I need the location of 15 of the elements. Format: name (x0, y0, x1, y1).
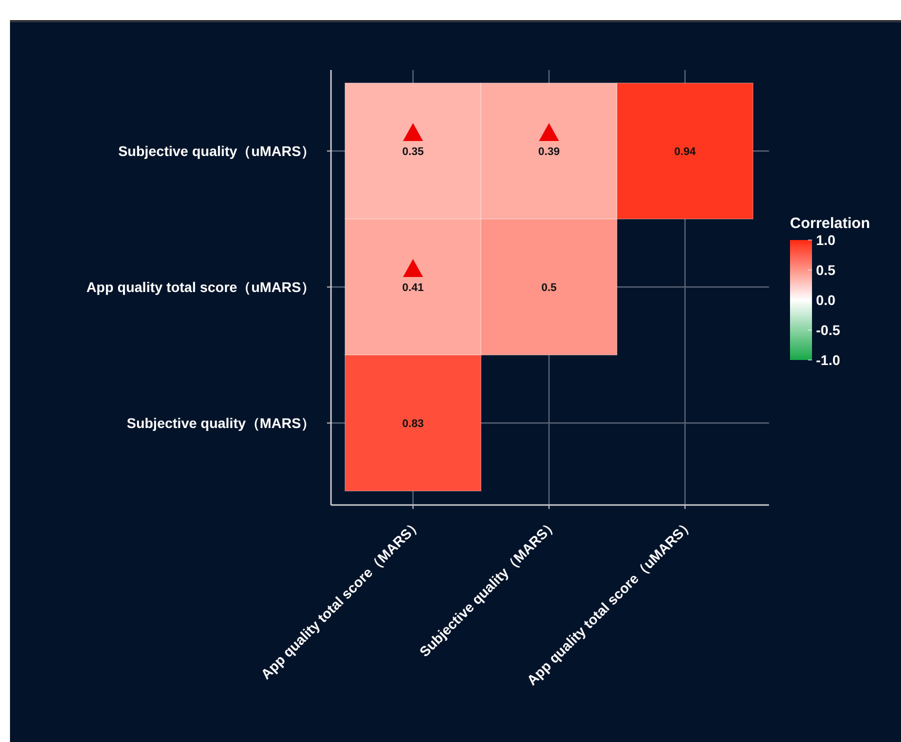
y-tick-label: Subjective quality（uMARS） (118, 142, 315, 159)
y-tick-label: App quality total score（uMARS） (86, 278, 315, 295)
color-bar-label: -0.5 (816, 322, 840, 338)
data-label: 0.35 (402, 146, 424, 158)
color-bar-label: -1.0 (816, 352, 840, 368)
data-label: 0.94 (674, 146, 697, 158)
data-label: 0.41 (402, 282, 424, 294)
color-bar-label: 0.5 (816, 262, 836, 278)
data-label: 0.83 (402, 418, 424, 430)
data-label: 0.39 (538, 146, 560, 158)
color-bar-label: 0.0 (816, 292, 836, 308)
color-bar-title: Correlation (790, 215, 870, 232)
data-label: 0.5 (541, 282, 557, 294)
y-tick-label: Subjective quality（MARS） (126, 414, 315, 431)
color-bar-label: 1.0 (816, 232, 836, 248)
